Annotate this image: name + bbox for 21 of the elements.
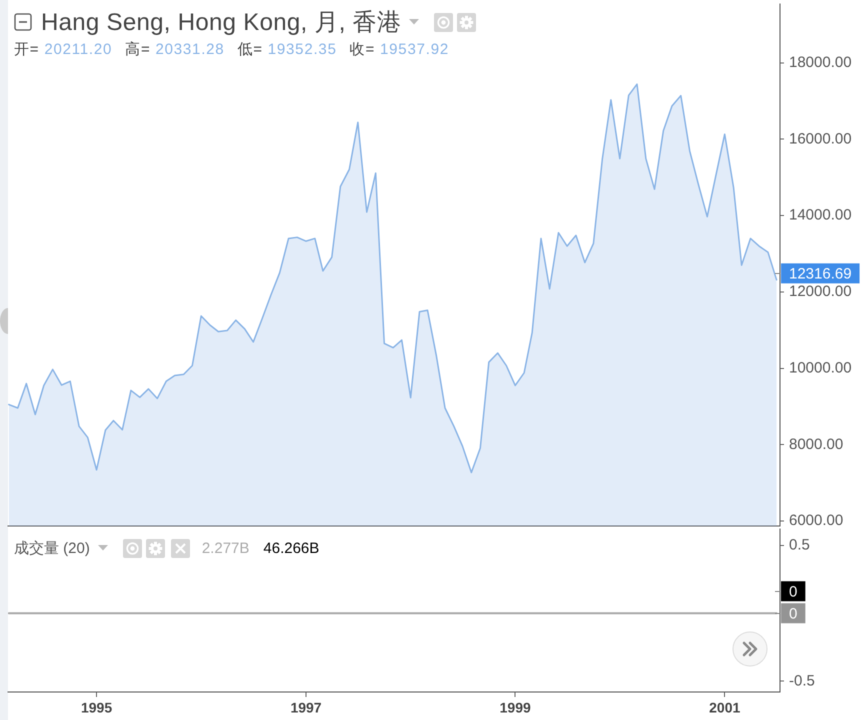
data-label: 0 — [789, 605, 798, 622]
chart-title: Hang Seng, Hong Kong, 月, 香港 — [41, 8, 402, 38]
annotation: 0 — [789, 583, 798, 600]
y-tick-label: 12000.00 — [789, 283, 852, 300]
data-label: 12316.69 — [789, 266, 852, 283]
y-tick-label: 6000.00 — [789, 512, 844, 530]
x-tick-label: 1997 — [290, 699, 322, 716]
y-tick-label: 0.5 — [789, 536, 810, 554]
y-tick-label: 10000.00 — [789, 359, 852, 376]
text: 开= 20211.20 高= 20331.28 低= 19352.35 收= 19537.92 — [14, 41, 449, 58]
y-tick-label: -0.5 — [789, 672, 815, 690]
y-tick-label: 16000.00 — [789, 130, 852, 148]
x-tick-label: 2001 — [709, 699, 740, 716]
y-tick-label: 14000.00 — [789, 206, 852, 224]
x-tick-label: 1999 — [500, 699, 531, 716]
y-tick-label: 18000.00 — [789, 54, 852, 71]
x-tick-label: 1995 — [80, 699, 112, 716]
text: 成交量 (20) — [14, 538, 90, 558]
annotation: 46.266B — [263, 540, 320, 556]
annotation: 2.277B — [202, 540, 250, 556]
y-tick-label: 8000.00 — [789, 436, 844, 453]
